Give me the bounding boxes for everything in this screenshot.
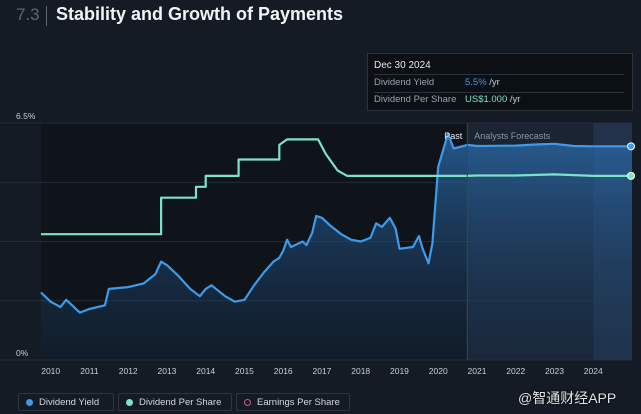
- watermark-text: @智通财经APP: [518, 390, 617, 406]
- x-tick-label: 2016: [274, 366, 293, 376]
- x-tick-label: 2010: [41, 366, 60, 376]
- x-axis: 2010 2011 2012 2013 2014 2015 2016 2017 2018 2019…: [41, 366, 603, 376]
- legend-ring-icon: [244, 399, 251, 406]
- y-axis: 6.5% 0%: [16, 111, 36, 358]
- dividend-yield-end-marker[interactable]: [627, 142, 635, 151]
- x-tick-label: 2017: [313, 366, 332, 376]
- section-header: 7.3 Stability and Growth of Payments: [0, 0, 641, 30]
- x-tick-label: 2018: [351, 366, 370, 376]
- x-tick-label: 2014: [196, 366, 215, 376]
- legend-earnings-per-share[interactable]: Earnings Per Share: [236, 393, 350, 411]
- tooltip-dps-value: US$1.000 /yr: [465, 94, 521, 105]
- dividend-yield-area: [41, 133, 632, 360]
- legend-label: Earnings Per Share: [257, 397, 340, 408]
- x-tick-label: 2012: [119, 366, 138, 376]
- tooltip-date: Dec 30 2024: [374, 60, 431, 71]
- page-title: Stability and Growth of Payments: [56, 4, 344, 24]
- y-tick-label: 0%: [16, 348, 29, 358]
- dividend-per-share-end-marker[interactable]: [627, 171, 635, 180]
- forecast-label: Analysts Forecasts: [474, 131, 551, 141]
- past-label: Past: [444, 131, 463, 141]
- x-tick-label: 2015: [235, 366, 254, 376]
- tooltip-yield-value: 5.5% /yr: [465, 77, 500, 88]
- dividend-per-share-line[interactable]: [41, 138, 632, 236]
- legend-dot-icon: [126, 399, 133, 406]
- section-number: 7.3: [16, 5, 40, 24]
- legend-label: Dividend Per Share: [139, 397, 222, 408]
- tooltip-row-dps: Dividend Per Share US$1.000 /yr: [374, 94, 624, 108]
- legend-dividend-yield[interactable]: Dividend Yield: [18, 393, 114, 411]
- x-tick-label: 2024: [584, 366, 603, 376]
- tooltip-divider: [374, 74, 624, 75]
- tooltip-dps-label: Dividend Per Share: [374, 94, 457, 105]
- x-tick-label: 2011: [80, 366, 99, 376]
- tooltip-divider: [374, 92, 624, 93]
- tooltip-row-yield: Dividend Yield 5.5% /yr: [374, 77, 624, 91]
- x-tick-label: 2023: [545, 366, 564, 376]
- header-divider: [46, 6, 47, 26]
- legend-label: Dividend Yield: [39, 397, 100, 408]
- x-tick-label: 2020: [429, 366, 448, 376]
- x-tick-label: 2021: [468, 366, 487, 376]
- tooltip-yield-label: Dividend Yield: [374, 77, 435, 88]
- chart-tooltip: Dec 30 2024 Dividend Yield 5.5% /yr Divi…: [367, 53, 633, 111]
- x-tick-label: 2022: [506, 366, 525, 376]
- legend-dividend-per-share[interactable]: Dividend Per Share: [118, 393, 232, 411]
- y-tick-label: 6.5%: [16, 111, 36, 121]
- legend-dot-icon: [26, 399, 33, 406]
- x-tick-label: 2013: [157, 366, 176, 376]
- x-tick-label: 2019: [390, 366, 409, 376]
- dividend-yield-line[interactable]: [40, 132, 632, 314]
